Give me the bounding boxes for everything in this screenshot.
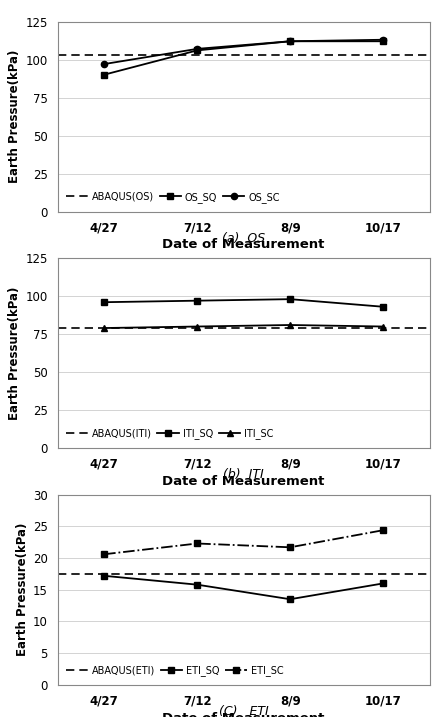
Text: (C)   ETI: (C) ETI [219, 705, 268, 717]
Legend: ABAQUS(ITI), ITI_SQ, ITI_SC: ABAQUS(ITI), ITI_SQ, ITI_SC [62, 424, 277, 443]
X-axis label: Date of Measurement: Date of Measurement [163, 712, 325, 717]
Y-axis label: Earth Pressure(kPa): Earth Pressure(kPa) [8, 49, 21, 184]
Text: (b)  ITI: (b) ITI [223, 468, 264, 481]
Legend: ABAQUS(OS), OS_SQ, OS_SC: ABAQUS(OS), OS_SQ, OS_SC [62, 188, 284, 206]
X-axis label: Date of Measurement: Date of Measurement [163, 475, 325, 488]
Y-axis label: Earth Pressure(kPa): Earth Pressure(kPa) [16, 523, 29, 657]
Text: (a)  OS: (a) OS [222, 232, 265, 244]
Y-axis label: Earth Pressure(kPa): Earth Pressure(kPa) [8, 286, 21, 420]
X-axis label: Date of Measurement: Date of Measurement [163, 239, 325, 252]
Legend: ABAQUS(ETI), ETI_SQ, ETI_SC: ABAQUS(ETI), ETI_SQ, ETI_SC [62, 661, 287, 680]
